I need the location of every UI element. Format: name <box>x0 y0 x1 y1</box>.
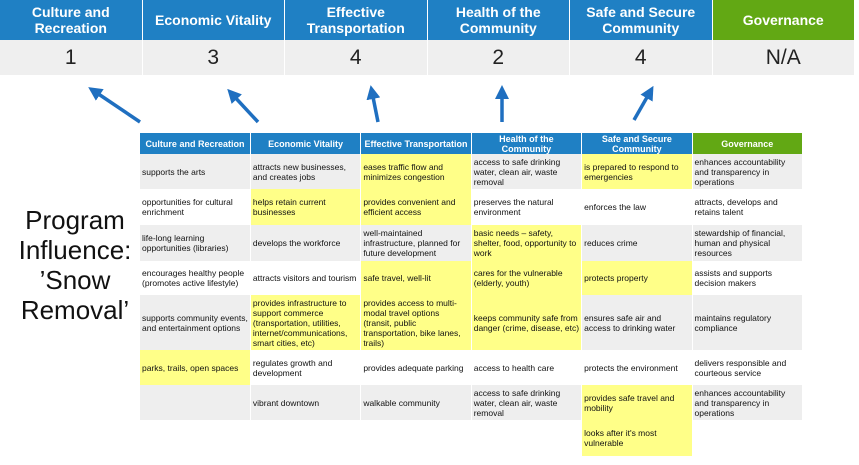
summary-header-cell: Governance <box>712 0 855 40</box>
summary-header-cell: Culture and Recreation <box>0 0 143 40</box>
table-cell: safe travel, well-lit <box>360 261 472 295</box>
arrow-icon <box>88 87 141 124</box>
arrow-icon <box>366 85 381 123</box>
summary-value-cell: 1 <box>0 40 143 75</box>
table-cell: is prepared to respond to emergencies <box>581 154 693 189</box>
column-header: Effective Transportation <box>360 133 472 154</box>
table-cell: provides adequate parking <box>360 350 472 385</box>
table-cell <box>360 420 472 456</box>
table-row: supports the arts attracts new businesses… <box>140 154 804 189</box>
table-cell <box>140 420 251 456</box>
table-cell: attracts new businesses, and creates job… <box>250 154 362 189</box>
summary-value-cell: 4 <box>285 40 428 75</box>
table-cell: preserves the natural environment <box>471 189 583 225</box>
table-cell: delivers responsible and courteous servi… <box>692 350 804 385</box>
table-row: supports community events, and entertain… <box>140 295 804 350</box>
table-cell: stewardship of financial, human and phys… <box>692 225 804 261</box>
summary-header-cell: Economic Vitality <box>142 0 285 40</box>
column-header: Governance <box>692 133 804 154</box>
summary-header-cell: Health of the Community <box>427 0 570 40</box>
label-line: Removal’ <box>20 295 130 325</box>
arrow-icon <box>632 85 654 121</box>
table-cell: opportunities for cultural enrichment <box>140 189 251 225</box>
summary-header-cell: Safe and Secure Community <box>570 0 713 40</box>
table-cell: eases traffic flow and minimizes congest… <box>360 154 472 189</box>
table-row: looks after it's most vulnerable <box>140 420 804 456</box>
summary-value-cell: N/A <box>713 40 855 75</box>
table-cell: access to safe drinking water, clean air… <box>471 385 583 420</box>
summary-value-cell: 3 <box>143 40 285 75</box>
table-cell <box>692 420 804 456</box>
table-cell: regulates growth and development <box>250 350 362 385</box>
table-cell: maintains regulatory compliance <box>692 295 804 350</box>
table-cell <box>140 385 251 420</box>
column-header: Safe and Secure Community <box>581 133 693 154</box>
label-line: Influence: <box>18 235 132 265</box>
table-cell: reduces crime <box>581 225 693 261</box>
table-cell: cares for the vulnerable (elderly, youth… <box>471 261 583 295</box>
table-header-row: Culture and Recreation Economic Vitality E… <box>140 133 804 154</box>
table-cell <box>250 420 362 456</box>
table-cell: enforces the law <box>581 189 693 225</box>
arrows <box>88 85 654 124</box>
table-cell: well-maintained infrastructure, planned … <box>360 225 472 261</box>
table-cell: supports community events, and entertain… <box>140 295 251 350</box>
summary-value-cell: 2 <box>428 40 570 75</box>
table-cell: develops the workforce <box>250 225 362 261</box>
table-cell: provides infrastructure to support comme… <box>250 295 362 350</box>
table-row: life-long learning opportunities (librar… <box>140 225 804 261</box>
table-cell: life-long learning opportunities (librar… <box>140 225 251 261</box>
table-cell: access to health care <box>471 350 583 385</box>
summary-value-cell: 4 <box>570 40 713 75</box>
table-cell: assists and supports decision makers <box>692 261 804 295</box>
table-cell: attracts, develops and retains talent <box>692 189 804 225</box>
column-header: Health of the Community <box>471 133 583 154</box>
table-cell: keeps community safe from danger (crime,… <box>471 295 583 350</box>
table-row: vibrant downtown walkable community access… <box>140 385 804 420</box>
table-cell: provides convenient and efficient access <box>360 189 472 225</box>
table-cell: enhances accountability and transparency… <box>692 154 804 189</box>
label-line: Program <box>25 205 125 235</box>
table-cell: vibrant downtown <box>250 385 362 420</box>
table-cell: ensures safe air and access to drinking … <box>581 295 693 350</box>
table-cell: provides safe travel and mobility <box>581 385 693 420</box>
summary-header-cell: Effective Transportation <box>285 0 428 40</box>
table-cell: looks after it's most vulnerable <box>581 420 693 456</box>
table-cell: attracts visitors and tourism <box>250 261 362 295</box>
table-row: encourages healthy people (promotes acti… <box>140 261 804 295</box>
column-header: Culture and Recreation <box>140 133 251 154</box>
table-cell: basic needs – safety, shelter, food, opp… <box>471 225 583 261</box>
table-cell: provides access to multi-modal travel op… <box>360 295 472 350</box>
table-cell: enhances accountability and transparency… <box>692 385 804 420</box>
arrow-icon <box>227 88 260 124</box>
table-row: parks, trails, open spaces regulates grow… <box>140 350 804 385</box>
label-line: ’Snow <box>39 265 111 295</box>
table-row: opportunities for cultural enrichment hel… <box>140 189 804 225</box>
summary-values-row: 1 3 4 2 4 N/A <box>0 40 855 75</box>
summary-header-row: Culture and Recreation Economic Vitality E… <box>0 0 855 40</box>
program-influence-label: Program Influence: ’Snow Removal’ <box>0 205 150 325</box>
table-cell: walkable community <box>360 385 472 420</box>
table-cell <box>471 420 583 456</box>
table-cell: parks, trails, open spaces <box>140 350 251 385</box>
table-cell: helps retain current businesses <box>250 189 362 225</box>
column-header: Economic Vitality <box>250 133 362 154</box>
table-cell: protects the environment <box>581 350 693 385</box>
table-cell: supports the arts <box>140 154 251 189</box>
table-cell: access to safe drinking water, clean air… <box>471 154 583 189</box>
influence-table: Culture and Recreation Economic Vitality E… <box>140 133 804 456</box>
table-cell: encourages healthy people (promotes acti… <box>140 261 251 295</box>
table-cell: protects property <box>581 261 693 295</box>
